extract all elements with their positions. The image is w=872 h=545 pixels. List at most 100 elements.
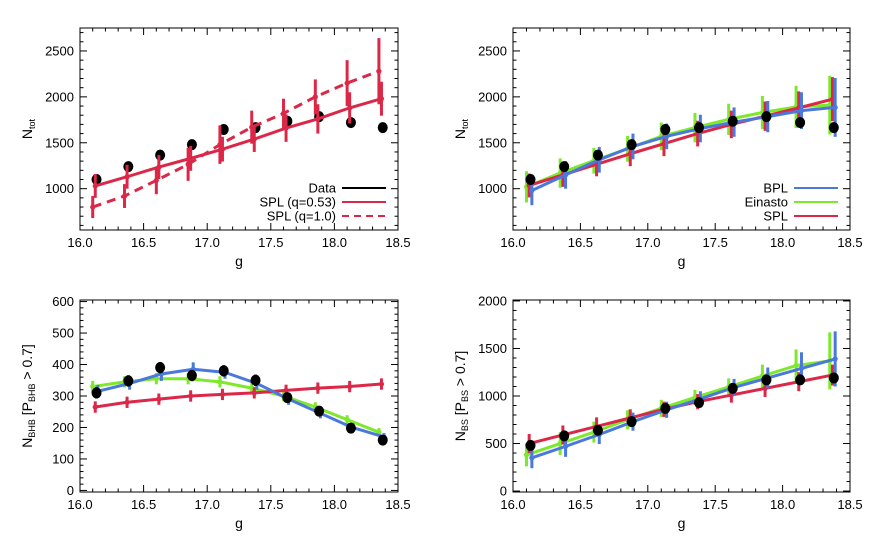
x-tick-label: 18.0 <box>322 497 347 512</box>
point-spl <box>92 404 98 410</box>
series-spl_q10 <box>90 38 382 219</box>
point-einasto <box>217 379 223 385</box>
y-tick-label: 2000 <box>478 293 507 308</box>
y-tick-label: 600 <box>52 294 74 309</box>
data-point <box>559 430 570 442</box>
legend-label: SPL (q=0.53) <box>260 195 336 210</box>
data-point <box>123 375 134 387</box>
y-tick-label: 2500 <box>45 43 74 58</box>
x-axis-label: g <box>678 253 686 269</box>
point-bpl <box>529 187 535 194</box>
y-tick-label: 2000 <box>478 89 507 104</box>
point-spl_q053 <box>347 105 353 111</box>
series-line-bpl <box>531 105 836 192</box>
data-point <box>660 402 671 414</box>
point-bpl <box>798 108 805 114</box>
series-data <box>525 111 839 185</box>
data-point <box>525 174 536 185</box>
point-bpl <box>798 365 805 372</box>
x-tick-label: 18.5 <box>837 235 862 250</box>
y-axis-label-part: N <box>452 129 468 139</box>
y-axis-label-part: > 0.7] <box>452 351 468 390</box>
y-axis-label-sub: tot <box>27 118 37 129</box>
x-tick-label: 16.5 <box>568 497 593 512</box>
x-tick-label: 18.0 <box>322 235 347 250</box>
point-spl_q10 <box>312 94 318 100</box>
series-line-spl <box>95 382 382 409</box>
y-tick-label: 1000 <box>478 181 507 196</box>
point-bpl <box>562 172 569 178</box>
point-bpl <box>529 455 535 461</box>
series-data <box>525 372 839 451</box>
data-point <box>694 122 705 134</box>
point-spl_q053 <box>92 183 98 189</box>
data-point <box>761 111 772 123</box>
y-axis-label-sub: BHB <box>27 419 37 438</box>
x-tick-label: 17.0 <box>195 497 220 512</box>
legend-label: SPL (q=1.0) <box>267 209 336 224</box>
legend-label: Data <box>309 181 337 196</box>
y-tick-label: 0 <box>500 484 507 499</box>
y-tick-label: 0 <box>67 483 74 498</box>
point-spl <box>251 390 257 396</box>
x-tick-label: 17.0 <box>635 497 660 512</box>
data-point <box>314 405 325 417</box>
point-bpl <box>832 104 838 111</box>
data-point <box>377 122 388 134</box>
y-axis-label-part: > 0.7] <box>19 344 35 383</box>
y-axis-label-sub: BHB <box>27 384 37 403</box>
point-spl_q10 <box>121 193 128 199</box>
y-tick-label: 500 <box>52 326 74 341</box>
series-bpl <box>529 78 838 206</box>
legend-label: Einasto <box>745 195 788 210</box>
x-tick-label: 16.5 <box>568 235 593 250</box>
panel-3: 16.0 16.5 17.0 17.5 18.0 18.5 0 100 200 300 400 500… <box>19 294 411 531</box>
plot-area <box>523 331 839 469</box>
x-tick-label: 17.0 <box>195 235 220 250</box>
x-tick-label: 17.5 <box>258 497 283 512</box>
x-tick-label: 17.5 <box>703 235 728 250</box>
x-tick-label: 17.5 <box>703 497 728 512</box>
x-tick-label: 16.0 <box>67 235 92 250</box>
point-bpl <box>664 133 670 139</box>
plot-area <box>90 38 388 219</box>
y-tick-label: 300 <box>52 389 74 404</box>
y-axis-label-sub: tot <box>460 118 470 129</box>
x-tick-label: 17.0 <box>635 235 660 250</box>
point-spl_q10 <box>249 124 255 130</box>
data-point <box>727 382 738 394</box>
y-tick-label: 1500 <box>45 135 74 150</box>
y-axis-label-part: N <box>19 438 35 448</box>
y-tick-label: 400 <box>52 357 74 372</box>
data-point <box>559 161 570 173</box>
point-spl <box>315 385 321 391</box>
point-einasto <box>523 452 530 458</box>
point-spl <box>378 381 385 387</box>
plot-area <box>523 75 839 206</box>
legend-label: BPL <box>763 181 788 196</box>
x-tick-label: 16.5 <box>131 235 156 250</box>
y-tick-label: 1000 <box>45 181 74 196</box>
series-line-spl <box>528 373 833 445</box>
y-tick-label: 500 <box>485 436 507 451</box>
data-point <box>626 416 637 428</box>
point-spl_q053 <box>124 174 130 180</box>
data-point <box>795 374 806 386</box>
data-point <box>795 117 806 129</box>
x-axis-label: g <box>678 515 686 531</box>
point-spl_q10 <box>217 142 223 148</box>
y-axis-label-part: [P <box>19 402 35 419</box>
y-axis-label-part: [P <box>452 402 468 419</box>
plot-frame <box>512 27 851 231</box>
y-axis-label-part: N <box>452 431 468 441</box>
point-spl <box>219 391 226 398</box>
series-spl_q053 <box>92 81 385 198</box>
data-point <box>727 115 738 127</box>
panel-2: 16.0 16.5 17.0 17.5 18.0 18.5 1000 1500 2000 2500… <box>452 27 863 269</box>
point-bpl <box>562 443 569 449</box>
y-tick-label: 200 <box>52 420 74 435</box>
panel-1: 16.0 16.5 17.0 17.5 18.0 18.5 1000 1500 2000 2500… <box>19 27 411 269</box>
point-einasto <box>344 417 350 423</box>
y-axis-label-sub: BS <box>460 419 470 431</box>
